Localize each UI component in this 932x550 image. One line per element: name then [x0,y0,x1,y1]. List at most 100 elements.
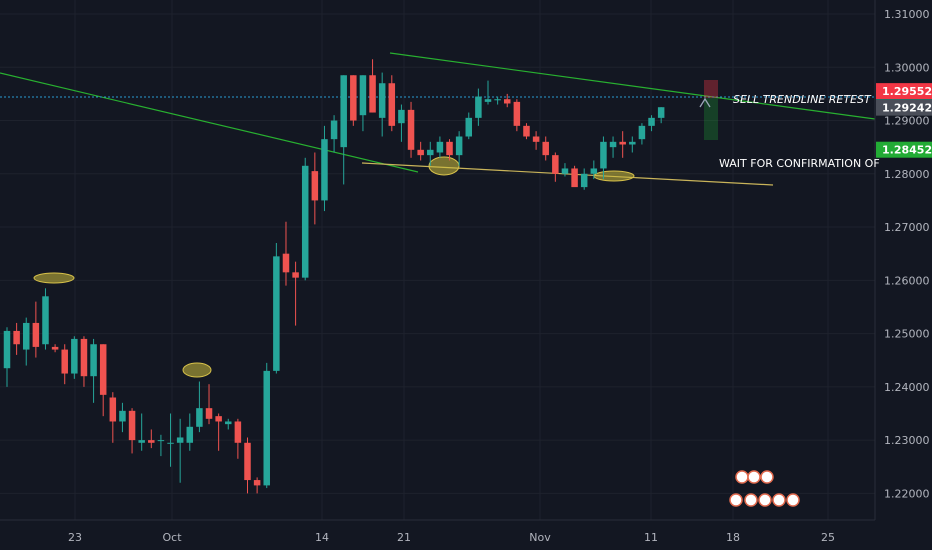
candle-body [321,139,328,201]
y-tick-label: 1.29000 [884,115,930,128]
candle-body [600,141,607,169]
candle-body [350,75,357,121]
candle-body [657,107,665,118]
x-tick-label: 25 [821,531,835,544]
candle-body [648,117,655,126]
price-tag-label: 1.28452 [882,144,932,157]
candle-body [196,408,203,427]
price-tag [876,141,932,158]
event-marker-icon [760,470,774,484]
highlight-ellipse [428,156,460,176]
price-axis: 1.31000 1.30000 1.29000 1.28000 1.27000 1.260… [874,0,930,520]
y-tick-label: 1.22000 [884,487,930,500]
candle-body [427,149,434,156]
candle-body [340,75,347,148]
candle-body [542,141,549,156]
event-marker-icon [729,493,743,507]
candle-body [561,168,569,174]
y-tick-label: 1.27000 [884,221,930,234]
x-tick-label: 21 [397,531,411,544]
candle-body [638,125,646,140]
y-tick-label: 1.28000 [884,168,930,181]
highlight-ellipse [33,272,75,284]
candle-body [128,410,136,441]
candle-body [292,272,299,278]
y-tick-label: 1.25000 [884,328,930,341]
x-tick-label: Nov [529,531,551,544]
x-tick-label: 11 [644,531,658,544]
candle-body [32,322,40,347]
price-tag-label: 1.29552 [882,85,932,98]
price-tag-label: 1.29242 [882,102,932,115]
candle-body [61,349,68,374]
chart-drawings [0,52,876,507]
candle-body [330,120,338,140]
candle-body [301,165,309,278]
candle-body [205,408,213,419]
arrow-icon [699,97,711,108]
candle-body [244,442,251,481]
candle-body [590,168,598,174]
candle-body [484,99,492,102]
candle-body [186,426,194,443]
candle-body [109,397,117,422]
candle-body [571,168,578,188]
y-tick-label: 1.23000 [884,434,930,447]
event-marker-icon [735,470,749,484]
candle-body [503,99,511,104]
time-axis: 23 Oct 14 21 Nov 11 18 25 [0,519,875,544]
y-tick-label: 1.31000 [884,8,930,21]
candle-body [475,96,482,118]
candle-body [263,370,270,486]
candle-body [552,155,559,174]
candles [3,59,665,494]
price-tag [876,83,932,100]
candle-body [378,83,386,118]
y-tick-label: 1.26000 [884,274,930,287]
annotation-sell: SELL TRENDLINE RETEST [733,93,872,106]
event-marker-icon [786,493,800,507]
candle-body [22,322,30,350]
candle-body [138,440,145,443]
candle-body [253,480,261,486]
target-zone [704,98,718,140]
candle-body [13,330,20,345]
candle-body [388,83,396,126]
candle-body [90,344,97,377]
candle-body [494,99,501,101]
x-tick-label: 18 [726,531,740,544]
candle-body [446,141,453,156]
candle-body [215,416,222,422]
candle-body [465,117,473,137]
candle-body [282,253,290,273]
y-tick-label: 1.30000 [884,61,930,74]
price-tag [876,99,932,116]
candle-body [436,141,444,153]
candle-body [417,149,424,156]
candle-body [119,410,126,422]
candle-body [311,171,319,201]
candle-body [167,442,174,444]
highlight-ellipse [593,170,635,182]
highlight-ellipse [182,362,212,378]
candle-body [234,421,242,443]
event-marker-icon [744,493,758,507]
candle-body [629,141,636,145]
candle-body [3,330,11,369]
x-tick-label: 23 [68,531,82,544]
candle-body [523,125,530,137]
candle-body [273,256,280,371]
candle-body [398,109,405,124]
stop-zone [704,80,718,98]
candle-body [148,440,155,443]
candle-body [359,75,367,116]
candle-body [71,338,78,374]
candle-body [369,75,376,113]
event-marker-icon [747,470,761,484]
candle-body [99,344,107,395]
candle-body [42,296,49,345]
candle-body [176,437,184,443]
trendline-upper-green [389,52,876,120]
